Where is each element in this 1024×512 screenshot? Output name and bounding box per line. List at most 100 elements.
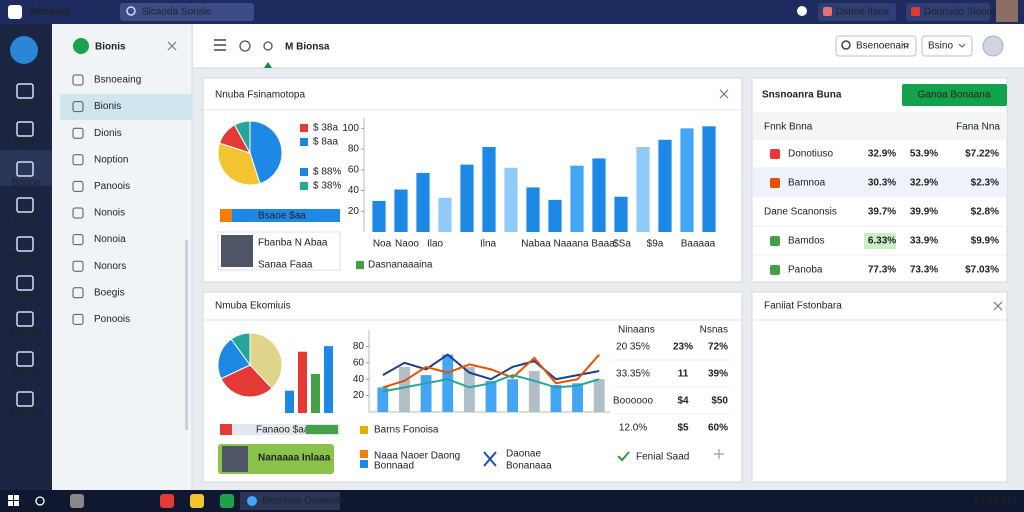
task-search[interactable] [35, 496, 45, 506]
nav-icon[interactable] [16, 311, 34, 327]
panel-title: Nmuba Ekomiuis [215, 301, 291, 312]
sidebar-item-icon[interactable] [72, 180, 84, 192]
table-cell: $7.03% [965, 265, 999, 276]
start-icon[interactable] [14, 495, 19, 500]
progress-bar [220, 424, 340, 435]
y-tick-label: 40 [353, 374, 365, 385]
table-cell: 12.0% [619, 423, 647, 434]
bar [485, 380, 497, 412]
legend-label: Daonae [506, 449, 541, 460]
start-icon[interactable] [14, 501, 19, 506]
start-icon[interactable] [8, 501, 13, 506]
user-avatar[interactable] [982, 35, 1004, 57]
legend-label: Bonanaaa [506, 461, 552, 472]
row-icon [770, 149, 780, 159]
task-app[interactable] [190, 494, 204, 508]
table-cell: Panoba [788, 265, 823, 276]
sidebar-item-icon[interactable] [72, 207, 84, 219]
table-cell: 32.9% [910, 178, 938, 189]
start-icon[interactable] [8, 495, 13, 500]
sidebar-item: Boegis [94, 287, 125, 298]
bar [570, 165, 584, 232]
table-cell: $5 [677, 423, 689, 434]
table-cell: 60% [708, 423, 728, 434]
task-app[interactable] [220, 494, 234, 508]
nav-icon-label: Bonaee [9, 408, 44, 419]
panel [751, 291, 1008, 483]
nav-icon[interactable] [16, 83, 34, 99]
sidebar-item-icon[interactable] [72, 127, 84, 139]
sidebar-item-icon[interactable] [72, 287, 84, 299]
legend-swatch [360, 450, 368, 458]
table-cell: 11 [678, 369, 689, 380]
task-app[interactable] [160, 494, 174, 508]
bar [593, 379, 605, 412]
search-icon [841, 40, 851, 50]
legend-label: Naaa Naoer Daong [374, 451, 460, 462]
bar [324, 346, 333, 413]
nav-icon[interactable] [16, 161, 34, 177]
bar [442, 354, 454, 412]
check-icon [617, 451, 630, 462]
row-highlight [753, 168, 1007, 196]
legend-label: Barns Fonoisa [374, 425, 439, 436]
x-label: Ilna [480, 239, 497, 250]
app-name: Bknongi [30, 7, 70, 18]
cell-badge [864, 233, 896, 249]
table-cell: 20 35% [616, 342, 650, 353]
progress-bar [220, 209, 340, 222]
clock: 10:14 AM [974, 496, 1016, 507]
table-cell: $2.3% [971, 178, 999, 189]
primary-button[interactable] [902, 84, 1007, 106]
person-photo [221, 235, 253, 267]
sidebar-item: Bionis [94, 101, 121, 112]
nav-icon[interactable] [16, 351, 34, 367]
legend-label: Dasnanaaaina [368, 260, 433, 271]
user-avatar[interactable] [996, 0, 1018, 22]
bar [285, 390, 294, 413]
task-window[interactable] [240, 492, 340, 510]
sidebar-item-icon[interactable] [72, 154, 84, 166]
close-icon[interactable] [993, 301, 1003, 311]
legend-label: $ 88% [313, 167, 341, 178]
close-icon[interactable] [719, 89, 729, 99]
table-cell: $2.8% [971, 207, 999, 218]
sidebar-item-icon[interactable] [72, 313, 84, 325]
legend-label: Bonnaad [374, 461, 414, 472]
bar [702, 126, 716, 232]
scrollbar [185, 240, 188, 430]
row-icon [770, 236, 780, 246]
search-box[interactable] [120, 3, 254, 21]
task-window-icon [247, 496, 257, 506]
table-cell: $9.9% [971, 236, 999, 247]
brand-icon [10, 36, 38, 64]
nav-icon[interactable] [16, 197, 34, 213]
sidebar-item-icon[interactable] [72, 234, 84, 246]
bar [298, 351, 307, 413]
top-button[interactable] [818, 3, 896, 21]
nav-icon[interactable] [16, 121, 34, 137]
top-button[interactable] [906, 3, 990, 21]
sidebar-logo [73, 38, 89, 54]
nav-icon[interactable] [16, 236, 34, 252]
sidebar-item-icon[interactable] [72, 101, 84, 113]
legend-swatch [300, 124, 308, 132]
sidebar-item-icon[interactable] [72, 260, 84, 272]
chart-icon [483, 451, 497, 467]
bar [526, 187, 540, 232]
close-icon[interactable] [167, 41, 177, 51]
dropdown[interactable] [835, 35, 917, 57]
nav-icon[interactable] [16, 275, 34, 291]
dropdown[interactable] [921, 35, 973, 57]
table-cell: 32.9% [868, 149, 896, 160]
sidebar-title: Bionis [95, 42, 126, 53]
bar [420, 375, 432, 412]
x-label: Naoo [395, 239, 419, 250]
sidebar-item-icon[interactable] [72, 74, 84, 86]
task-app[interactable] [70, 494, 84, 508]
row-icon [770, 265, 780, 275]
nav-icon[interactable] [16, 391, 34, 407]
dropdown-caret [902, 43, 910, 48]
legend-swatch [360, 426, 368, 434]
table-cell: 39% [708, 369, 728, 380]
